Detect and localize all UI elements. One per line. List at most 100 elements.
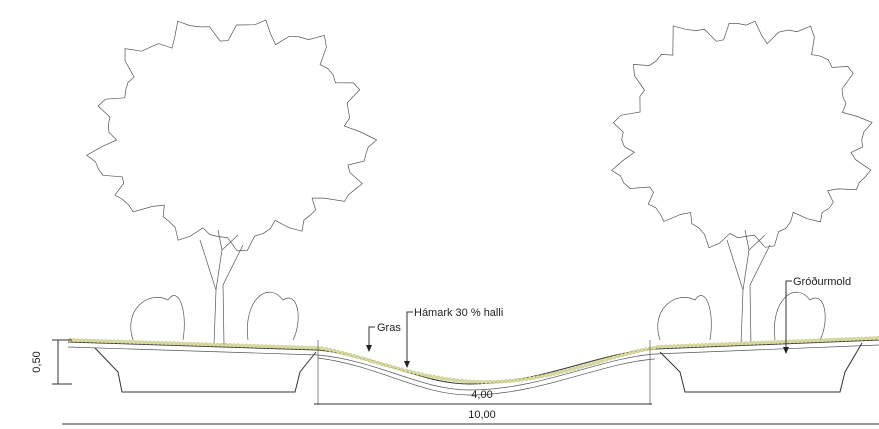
grass-dot (215, 342, 220, 347)
grass-dot (388, 364, 393, 369)
shrub (657, 295, 712, 341)
grass-dot (199, 342, 204, 347)
grass-dot (372, 359, 377, 364)
grass-dot (75, 338, 80, 343)
grass-dot (272, 344, 277, 349)
grass-dot (764, 340, 769, 345)
grass-dot (247, 343, 252, 348)
tree-trunk (726, 229, 771, 346)
grass-dot (171, 341, 176, 346)
grass-dot (656, 344, 661, 349)
grass-dot (256, 344, 261, 349)
grass-dot (856, 336, 861, 341)
shrub (247, 291, 299, 341)
grass-dot (540, 374, 545, 379)
grass-dot (552, 371, 557, 376)
grass-dot (87, 338, 92, 343)
grass-dot (432, 374, 437, 379)
grass-dot (227, 343, 232, 348)
grass-dot (864, 336, 869, 341)
grass-dot (548, 372, 553, 377)
grass-dot (83, 338, 88, 343)
grass-dot (588, 362, 593, 367)
grass-dot (380, 362, 385, 367)
tree-trunk (199, 229, 244, 346)
leader-line (406, 311, 413, 366)
grass-dot (239, 343, 244, 348)
grass-dot (472, 379, 477, 384)
grass-dot (268, 344, 273, 349)
grass-dot (844, 337, 849, 342)
grass-dot (860, 336, 865, 341)
grass-dot (476, 379, 481, 384)
grass-dot (484, 379, 489, 384)
grass-dot (440, 376, 445, 381)
grass-dot (524, 377, 529, 382)
grass-dot (328, 347, 333, 352)
grass-dot (396, 366, 401, 371)
grass-dot (348, 352, 353, 357)
grass-dot (712, 342, 717, 347)
grass-dot (167, 341, 172, 346)
grass-dot (812, 338, 817, 343)
grass-dot (652, 346, 657, 351)
grass-dot (692, 343, 697, 348)
grass-dot (748, 341, 753, 346)
grass-dot (576, 365, 581, 370)
grass-dot (776, 340, 781, 345)
grass-dot (127, 339, 132, 344)
grass-dot (231, 343, 236, 348)
grass-dot (408, 369, 413, 374)
grass-dot (203, 342, 208, 347)
grass-dot (135, 340, 140, 345)
grass-dot (788, 339, 793, 344)
arrowhead (783, 347, 789, 354)
grass-dot (840, 337, 845, 342)
grass-dot (376, 360, 381, 365)
grass-dot (708, 342, 713, 347)
grass-dot (91, 338, 96, 343)
grass-dot (756, 340, 761, 345)
grass-dot (115, 339, 120, 344)
max-slope-label: Hámark 30 % halli (414, 307, 503, 319)
grass-dot (604, 357, 609, 362)
grass-dot (580, 364, 585, 369)
shrub (130, 295, 185, 341)
grass-dot (107, 339, 112, 344)
grass-dot (584, 363, 589, 368)
grass-dot (111, 339, 116, 344)
grass-dot (736, 341, 741, 346)
grass-dot (468, 379, 473, 384)
grass-dots (67, 336, 879, 384)
grass-dot (312, 345, 317, 350)
grass-dot (876, 336, 879, 341)
grass-dot (504, 379, 509, 384)
grass-dot (628, 351, 633, 356)
grass-dot (528, 376, 533, 381)
grass-dot (308, 345, 313, 350)
grass-dot (704, 342, 709, 347)
grass-dot (179, 341, 184, 346)
grass-dot (416, 371, 421, 376)
grass-dot (332, 348, 337, 353)
grass-dot (560, 369, 565, 374)
grass-dot (752, 341, 757, 346)
grass-dot (364, 357, 369, 362)
grass-dot (191, 342, 196, 347)
grass-dot (356, 355, 361, 360)
topsoil-label: Gróðurmold (793, 276, 851, 288)
grass-dot (624, 352, 629, 357)
grass-dot (520, 377, 525, 382)
grass-dot (572, 366, 577, 371)
grass-dot (808, 338, 813, 343)
leader-line (785, 280, 792, 352)
grass-dot (71, 338, 76, 343)
grass-label: Gras (377, 322, 401, 334)
grass-dot (223, 343, 228, 348)
swale-width-label: 4,00 (471, 389, 492, 401)
grass-dot (284, 344, 289, 349)
grass-dot (636, 349, 641, 354)
planting-pit (659, 342, 863, 393)
grass-dot (672, 344, 677, 349)
